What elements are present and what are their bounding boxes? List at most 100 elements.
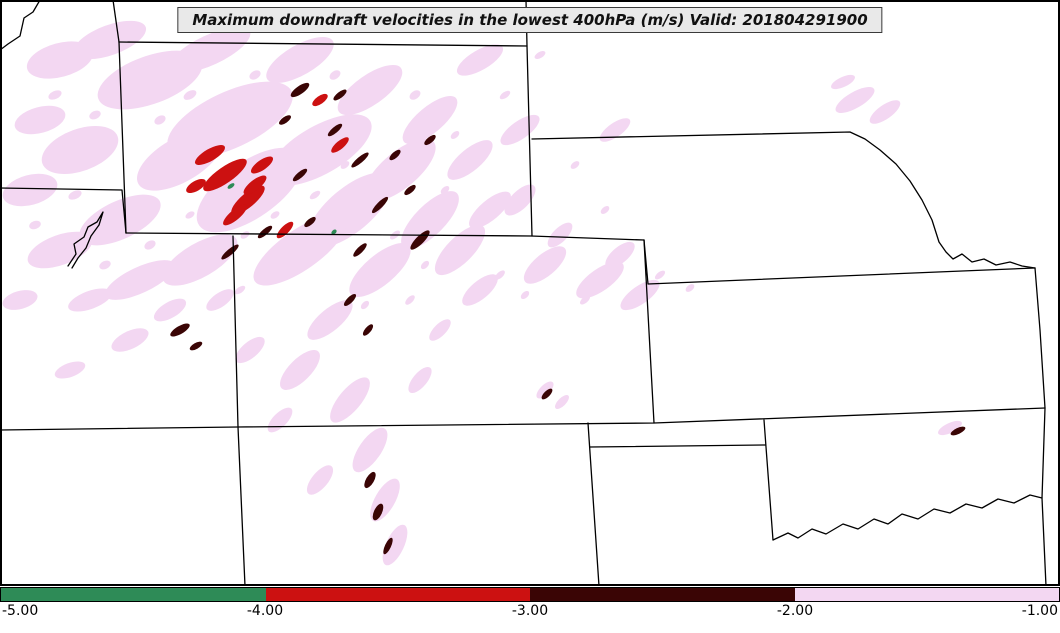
downdraft-blob xyxy=(456,44,504,76)
downdraft-blob xyxy=(352,427,388,473)
downdraft-blob xyxy=(189,341,203,351)
downdraft-blob xyxy=(620,279,660,311)
downdraft-blob xyxy=(555,395,569,409)
downdraft-blob xyxy=(504,184,536,216)
downdraft-blob xyxy=(154,115,166,125)
downdraft-blob xyxy=(68,288,112,312)
downdraft-blob xyxy=(14,105,66,135)
plot-frame xyxy=(0,0,1060,586)
downdraft-blob xyxy=(536,381,554,399)
downdraft-blob xyxy=(362,324,374,336)
downdraft-blob xyxy=(79,194,161,246)
downdraft-blob xyxy=(469,191,511,229)
downdraft-blob xyxy=(605,241,635,269)
downdraft-blob xyxy=(99,260,111,270)
colorbar-tick-label: -5.00 xyxy=(2,603,39,619)
downdraft-blob xyxy=(290,82,310,98)
downdraft-blob xyxy=(343,293,357,307)
downdraft-blob xyxy=(401,191,459,249)
downdraft-blob xyxy=(144,240,156,250)
downdraft-blob xyxy=(267,407,293,433)
downdraft-blob xyxy=(523,246,567,284)
downdraft-blob xyxy=(194,145,226,165)
downdraft-blob xyxy=(541,388,553,400)
colorbar-segment xyxy=(530,588,795,601)
downdraft-blob xyxy=(309,190,321,200)
downdraft-blob xyxy=(353,243,367,257)
border-montana-idaho-111w xyxy=(112,0,120,43)
downdraft-blob xyxy=(185,211,195,219)
downdraft-blob xyxy=(424,134,436,146)
downdraft-blob xyxy=(372,503,384,521)
downdraft-blob xyxy=(869,100,901,124)
downdraft-blob xyxy=(499,90,511,100)
border-wyoming-north xyxy=(118,41,528,47)
downdraft-blob xyxy=(360,300,370,310)
downdraft-blob xyxy=(547,222,573,248)
downdraft-blob xyxy=(570,161,580,169)
downdraft-blob xyxy=(331,137,349,153)
border-missouri-arkansas-west xyxy=(1034,267,1047,586)
downdraft-blob xyxy=(2,173,58,207)
downdraft-blob xyxy=(243,175,267,195)
downdraft-blob xyxy=(186,179,206,193)
downdraft-blob xyxy=(405,295,415,305)
downdraft-blob xyxy=(340,161,350,169)
border-idaho-montana xyxy=(0,0,41,51)
downdraft-blob xyxy=(221,244,239,260)
downdraft-blob xyxy=(105,260,175,300)
downdraft-blob xyxy=(27,231,93,269)
border-utah-north xyxy=(0,187,127,234)
downdraft-blob xyxy=(938,420,962,436)
downdraft-blob xyxy=(580,295,590,305)
downdraft-blob xyxy=(447,140,493,180)
great-salt-lake xyxy=(67,211,104,269)
border-newmexico-east-texas xyxy=(587,422,600,586)
downdraft-blob xyxy=(234,285,246,295)
downdraft-blob xyxy=(351,152,369,168)
downdraft-blob xyxy=(404,184,416,196)
downdraft-blob xyxy=(137,129,223,191)
downdraft-blob xyxy=(68,190,82,200)
colorbar-tick-label: -3.00 xyxy=(511,603,549,619)
red-river-ok-tx-border xyxy=(772,494,1043,541)
state-borders xyxy=(0,0,1047,586)
downdraft-blob xyxy=(409,90,421,100)
downdraft-blob xyxy=(364,471,376,489)
downdraft-blob xyxy=(206,289,234,311)
downdraft-blob xyxy=(685,284,695,292)
border-37n-colorado-south-kansas-south xyxy=(0,407,1046,431)
border-nebraska-west-kansas-north xyxy=(643,239,1036,285)
downdraft-blob xyxy=(389,149,401,161)
downdraft-blob xyxy=(235,336,265,364)
downdraft-blob xyxy=(250,156,274,174)
downdraft-blob xyxy=(420,260,430,270)
border-wyoming-west xyxy=(118,41,127,234)
downdraft-blob xyxy=(429,319,451,341)
downdraft-blob xyxy=(153,298,187,322)
downdraft-blob xyxy=(600,206,610,214)
map-canvas xyxy=(0,0,1060,586)
downdraft-blob xyxy=(330,377,370,423)
downdraft-blob xyxy=(364,138,436,202)
downdraft-blob xyxy=(73,20,147,60)
downdraft-blob xyxy=(29,220,41,230)
downdraft-blob xyxy=(280,350,320,390)
border-utah-east-newmexico-west xyxy=(232,235,246,586)
colorbar-segment xyxy=(1,588,266,601)
colorbar-tick-label: -1.00 xyxy=(1021,603,1058,619)
downdraft-blob xyxy=(327,123,343,137)
downdraft-blob xyxy=(382,524,408,566)
border-41n-wyoming-colorado xyxy=(125,232,645,241)
downdraft-blob xyxy=(279,115,291,125)
downdraft-blob xyxy=(253,214,347,286)
downdraft-blob xyxy=(307,300,353,340)
downdraft-blob xyxy=(89,110,101,120)
downdraft-blob xyxy=(408,366,432,394)
downdraft-blob xyxy=(654,270,666,280)
downdraft-blob xyxy=(500,114,540,146)
downdraft-blob xyxy=(41,125,119,175)
downdraft-blob xyxy=(333,89,347,101)
border-colorado-east xyxy=(643,239,655,424)
